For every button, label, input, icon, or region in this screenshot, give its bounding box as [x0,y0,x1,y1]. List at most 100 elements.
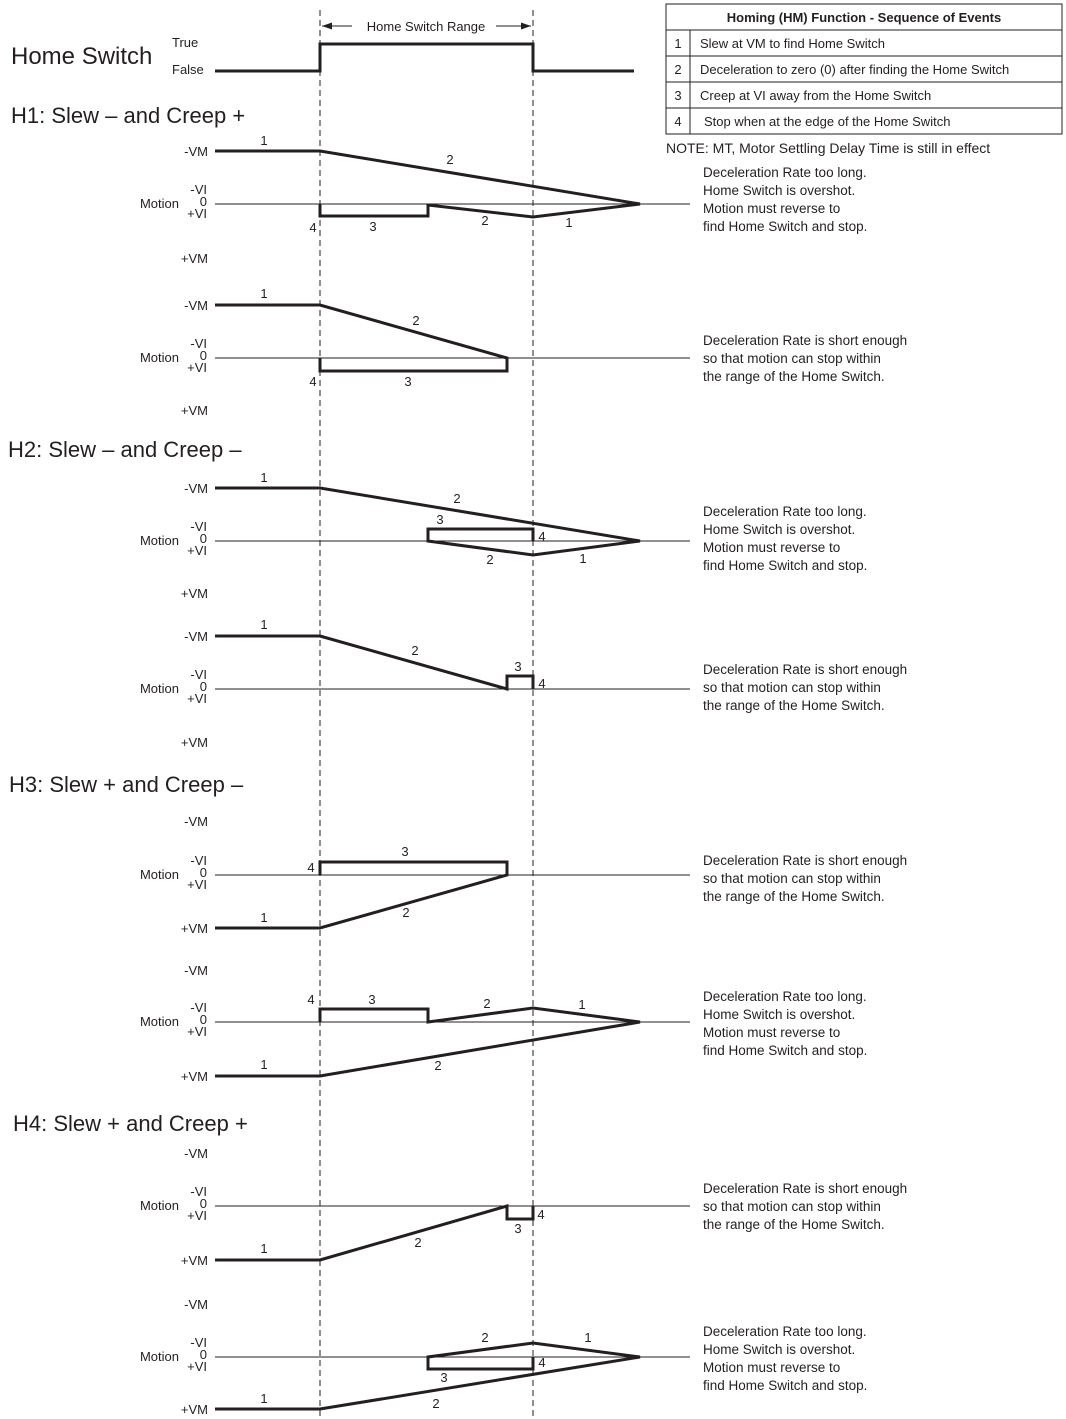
table-note: NOTE: MT, Motor Settling Delay Time is s… [666,140,990,156]
range-arrowhead-left [322,22,332,30]
table-row-num: 1 [674,36,681,51]
segment-number: 2 [483,996,490,1011]
plot-h4-within: -VM -VI0+VI Motion +VM 1 2 3 4 Deceleration Rate… [140,1146,907,1268]
pos-vi-label: +VI [187,360,207,375]
neg-vi-label: -VI [190,182,207,197]
motion-profile-line [215,1341,641,1411]
segment-number: 4 [307,860,314,875]
zero-label: 0 [200,1347,207,1362]
plot-note-line: so that motion can stop within [703,871,881,886]
neg-vm-label: -VM [184,814,208,829]
pos-vi-label: +VI [187,691,207,706]
plot-note-line: so that motion can stop within [703,351,881,366]
segment-number: 3 [514,659,521,674]
plot-note-line: Motion must reverse to [703,1025,840,1040]
motion-profile-line [215,1006,641,1078]
home-switch-false-label: False [172,62,204,77]
neg-vi-label: -VI [190,519,207,534]
segment-number: 2 [402,905,409,920]
table-row-text: Slew at VM to find Home Switch [700,36,885,51]
zero-label: 0 [200,679,207,694]
table-row-num: 3 [674,88,681,103]
segment-number: 2 [453,491,460,506]
motion-label: Motion [140,196,179,211]
segment-number: 1 [260,286,267,301]
motion-profile-line [215,634,535,691]
neg-vm-label: -VM [184,1297,208,1312]
segment-number: 1 [260,910,267,925]
neg-vi-label: -VI [190,667,207,682]
plot-note-line: the range of the Home Switch. [703,1217,885,1232]
pos-vi-label: +VI [187,877,207,892]
segment-number: 2 [432,1396,439,1411]
segment-number: 2 [434,1058,441,1073]
segment-number: 4 [538,529,545,544]
table-title: Homing (HM) Function - Sequence of Event… [727,10,1001,25]
plot-h3-overshoot: -VM -VI0+VI Motion +VM 1 2 3 4 2 1 Deceleration Ra… [140,963,867,1084]
home-switch-signal: Home Switch True False [11,35,634,77]
home-switch-waveform [215,42,634,73]
plot-note-line: Deceleration Rate too long. [703,165,867,180]
segment-number: 4 [537,1207,544,1222]
segment-number: 1 [565,215,572,230]
segment-number: 3 [436,512,443,527]
pos-vi-label: +VI [187,1024,207,1039]
plot-note-line: the range of the Home Switch. [703,698,885,713]
segment-number: 1 [260,470,267,485]
motion-label: Motion [140,867,179,882]
motion-profile-line [215,860,509,930]
motion-profile-line [215,303,509,373]
segment-number: 1 [260,1241,267,1256]
plot-h2-within: -VM -VI0+VI Motion +VM 1 2 3 4 Deceleration Rate… [140,617,907,750]
section-title-h4: H4: Slew + and Creep + [13,1111,248,1136]
plot-note-line: find Home Switch and stop. [703,1378,867,1393]
home-switch-range-label: Home Switch Range [367,19,486,34]
plot-note-line: Motion must reverse to [703,1360,840,1375]
segment-number: 1 [584,1330,591,1345]
motion-label: Motion [140,533,179,548]
plot-note-line: find Home Switch and stop. [703,558,867,573]
home-switch-range: Home Switch Range [319,10,534,1419]
plot-note-line: Home Switch is overshot. [703,1342,855,1357]
pos-vm-label: +VM [181,251,208,266]
pos-vi-label: +VI [187,206,207,221]
plot-note-line: Deceleration Rate is short enough [703,662,907,677]
neg-vi-label: -VI [190,1335,207,1350]
neg-vi-label: -VI [190,336,207,351]
plot-h1-overshoot: -VM -VI0+VI Motion +VM 1 2 3 2 1 4 Deceleration Ra… [140,133,867,266]
segment-number: 2 [481,213,488,228]
plot-h1-within: -VM -VI0+VI Motion +VM 1 2 3 4 Deceleration Rate… [140,286,907,418]
sequence-table: Homing (HM) Function - Sequence of Event… [665,3,1063,156]
plot-note-line: Deceleration Rate too long. [703,1324,867,1339]
plot-note-line: Deceleration Rate is short enough [703,333,907,348]
neg-vm-label: -VM [184,1146,208,1161]
home-switch-true-label: True [172,35,198,50]
pos-vm-label: +VM [181,403,208,418]
plot-h3-within: -VM -VI0+VI Motion +VM 1 2 3 4 Deceleration Rate… [140,814,907,936]
section-title-h3: H3: Slew + and Creep – [9,772,244,797]
segment-number: 4 [538,676,545,691]
table-row-text: Stop when at the edge of the Home Switch [704,114,950,129]
plot-note-line: find Home Switch and stop. [703,219,867,234]
plot-note-line: Deceleration Rate too long. [703,504,867,519]
neg-vi-label: -VI [190,853,207,868]
plot-note-line: Home Switch is overshot. [703,522,855,537]
plot-note-line: Deceleration Rate too long. [703,989,867,1004]
segment-number: 4 [307,992,314,1007]
motion-label: Motion [140,350,179,365]
table-row-num: 2 [674,62,681,77]
plot-note-line: Motion must reverse to [703,540,840,555]
zero-label: 0 [200,1196,207,1211]
segment-number: 2 [446,152,453,167]
plot-note-line: Home Switch is overshot. [703,1007,855,1022]
motion-profile-line [215,486,641,557]
segment-number: 4 [538,1355,545,1370]
motion-label: Motion [140,1349,179,1364]
plot-note-line: so that motion can stop within [703,1199,881,1214]
range-arrowhead-right [521,22,531,30]
neg-vm-label: -VM [184,144,208,159]
